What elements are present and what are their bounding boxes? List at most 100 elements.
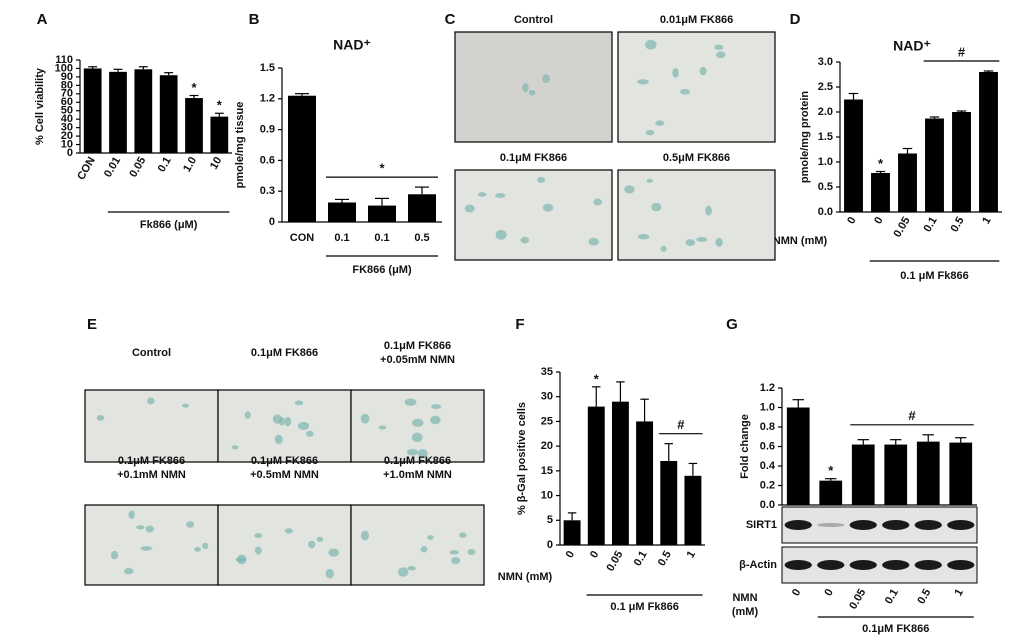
micrograph xyxy=(617,169,776,261)
y-tick-label: 80 xyxy=(61,79,73,91)
y-tick-label: 20 xyxy=(61,130,73,142)
stained-cell xyxy=(655,120,665,126)
image-label: Control xyxy=(514,14,553,26)
stained-cell xyxy=(528,89,536,96)
x-axis-label: FK866 (μM) xyxy=(352,264,412,276)
stained-cell xyxy=(637,79,649,85)
stained-cell xyxy=(542,203,554,212)
blot-band xyxy=(882,560,910,570)
stained-cell xyxy=(624,185,635,194)
stained-cell xyxy=(407,566,416,571)
y-tick-label: 0.6 xyxy=(760,440,775,452)
blot-frame xyxy=(781,506,978,544)
stained-cell xyxy=(646,178,654,183)
bar xyxy=(563,520,581,545)
y-tick-label: 40 xyxy=(61,113,73,125)
stained-cell xyxy=(522,82,529,93)
stained-cell xyxy=(272,414,283,424)
y-tick-label: 0 xyxy=(269,216,275,228)
stained-cell xyxy=(136,525,145,530)
stained-cell xyxy=(451,556,461,565)
stained-cell xyxy=(145,525,154,533)
x-tick-label: 0.1 xyxy=(922,215,940,234)
x-tick-label: 0.05 xyxy=(604,549,625,574)
y-tick-label: 0 xyxy=(67,147,73,159)
stained-cell xyxy=(651,202,662,212)
x-axis-label: Fk866 (μM) xyxy=(140,219,198,231)
bar xyxy=(925,118,944,212)
x-tick-label: 0.1 xyxy=(883,587,901,606)
stained-cell xyxy=(123,567,134,575)
stained-cell xyxy=(645,39,657,50)
x-tick-label: 0 xyxy=(588,549,601,560)
bar xyxy=(408,194,436,222)
y-tick-label: 1.5 xyxy=(260,62,275,74)
x-tick-label: 0 xyxy=(845,215,858,226)
stained-cell xyxy=(588,237,599,246)
bar xyxy=(786,407,810,505)
stained-cell xyxy=(714,44,724,50)
y-tick-label: 0.9 xyxy=(260,124,275,136)
bar xyxy=(83,68,102,153)
y-tick-label: 20 xyxy=(541,440,553,452)
x-prefix: NMN xyxy=(732,592,757,604)
stained-cell xyxy=(146,397,155,405)
stained-cell xyxy=(397,567,409,577)
stained-cell xyxy=(274,434,283,445)
x-tick-label: 0.05 xyxy=(127,155,148,180)
image-label: 0.1μM FK866 xyxy=(384,340,451,352)
stained-cell xyxy=(308,540,316,549)
y-tick-label: 110 xyxy=(55,54,73,66)
stained-cell xyxy=(660,245,667,252)
panel-label: B xyxy=(249,11,260,28)
stained-cell xyxy=(705,205,712,216)
stained-cell xyxy=(672,68,679,78)
y-tick-label: 50 xyxy=(61,105,73,117)
stained-cell xyxy=(716,51,726,59)
y-tick-label: 2.5 xyxy=(818,81,833,93)
bar xyxy=(185,98,203,153)
stained-cell xyxy=(467,548,476,555)
bar xyxy=(979,72,998,212)
bar xyxy=(368,205,396,222)
x-axis-label: 0.1 μM Fk866 xyxy=(610,601,679,613)
significance-mark: * xyxy=(828,463,834,478)
y-tick-label: 1.0 xyxy=(818,156,833,168)
x-axis-label: 0.1 μM Fk866 xyxy=(900,270,969,282)
micrograph xyxy=(350,504,485,586)
blot-band xyxy=(784,560,812,570)
x-tick-label: CON xyxy=(290,232,315,244)
x-tick-label: 1 xyxy=(952,587,965,598)
stained-cell xyxy=(360,413,370,424)
y-tick-label: 0.0 xyxy=(818,206,833,218)
micrograph xyxy=(84,504,219,586)
y-tick-label: 60 xyxy=(61,96,73,108)
bar xyxy=(587,406,605,545)
significance-mark: * xyxy=(379,161,385,176)
bar xyxy=(851,444,875,505)
x-tick-label: 0.1 xyxy=(632,549,650,568)
panel-label: A xyxy=(37,11,48,28)
y-tick-label: 0.3 xyxy=(260,185,275,197)
significance-mark: # xyxy=(677,417,685,432)
bar xyxy=(210,116,229,153)
significance-mark: # xyxy=(908,408,916,423)
stained-cell xyxy=(645,129,655,136)
stained-cell xyxy=(325,568,334,579)
blot-frame xyxy=(781,546,978,584)
blot-band xyxy=(914,520,942,530)
y-tick-label: 0 xyxy=(547,539,553,551)
x-tick-label: 0.5 xyxy=(949,215,967,234)
y-tick-label: 15 xyxy=(541,465,553,477)
x-tick-label: 0.01 xyxy=(102,155,123,180)
stained-cell xyxy=(404,398,417,406)
micrograph xyxy=(454,169,613,261)
significance-mark: * xyxy=(191,80,197,95)
stained-cell xyxy=(417,448,428,458)
significance-mark: * xyxy=(217,98,223,113)
x-tick-label: 1 xyxy=(980,215,993,226)
y-axis-label: pmole/mg tissue xyxy=(234,102,246,189)
image-label: +1.0mM NMN xyxy=(383,469,452,481)
bar xyxy=(328,202,356,222)
